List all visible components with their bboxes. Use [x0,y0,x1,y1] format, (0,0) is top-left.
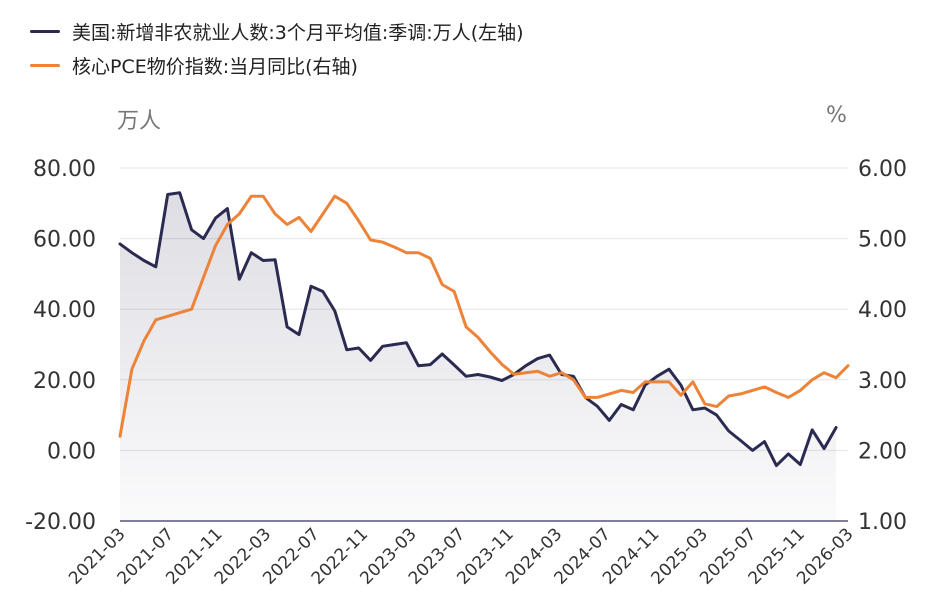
left-tick-label: 0.00 [47,439,96,464]
core-pce-line[interactable] [118,194,850,438]
left-tick-label: 40.00 [33,298,96,323]
right-tick-label: 1.00 [858,510,907,535]
legend-label-core-pce: 核心PCE物价指数:当月同比(右轴) [72,55,358,78]
legend-item-core-pce[interactable]: 核心PCE物价指数:当月同比(右轴) [30,48,524,82]
right-axis-unit: % [826,103,847,128]
left-axis-unit: 万人 [117,109,162,134]
legend-item-payrolls[interactable]: 美国:新增非农就业人数:3个月平均值:季调:万人(左轴) [30,14,524,48]
legend-label-payrolls: 美国:新增非农就业人数:3个月平均值:季调:万人(左轴) [72,21,524,44]
left-tick-label: 80.00 [33,157,96,182]
series-layer [118,191,850,521]
left-tick-label: 20.00 [33,369,96,394]
right-tick-label: 4.00 [858,298,907,323]
legend-swatch-core-pce [30,63,60,67]
right-tick-label: 5.00 [858,228,907,253]
right-tick-label: 6.00 [858,157,907,182]
right-tick-label: 2.00 [858,439,907,464]
left-tick-label: 60.00 [33,228,96,253]
payrolls-area [120,192,837,521]
legend: 美国:新增非农就业人数:3个月平均值:季调:万人(左轴) 核心PCE物价指数:当… [30,14,524,82]
left-tick-label: -20.00 [25,510,96,535]
legend-swatch-payrolls [30,29,60,33]
payrolls-line[interactable] [118,191,838,468]
x-axis-ticks: 2021-032021-072021-112022-032022-072022-… [65,524,857,588]
left-axis-ticks: -20.00 0.00 20.00 40.00 60.00 80.00 [25,157,96,535]
right-axis-ticks: 1.00 2.00 3.00 4.00 5.00 6.00 [858,157,907,535]
right-tick-label: 3.00 [858,369,907,394]
